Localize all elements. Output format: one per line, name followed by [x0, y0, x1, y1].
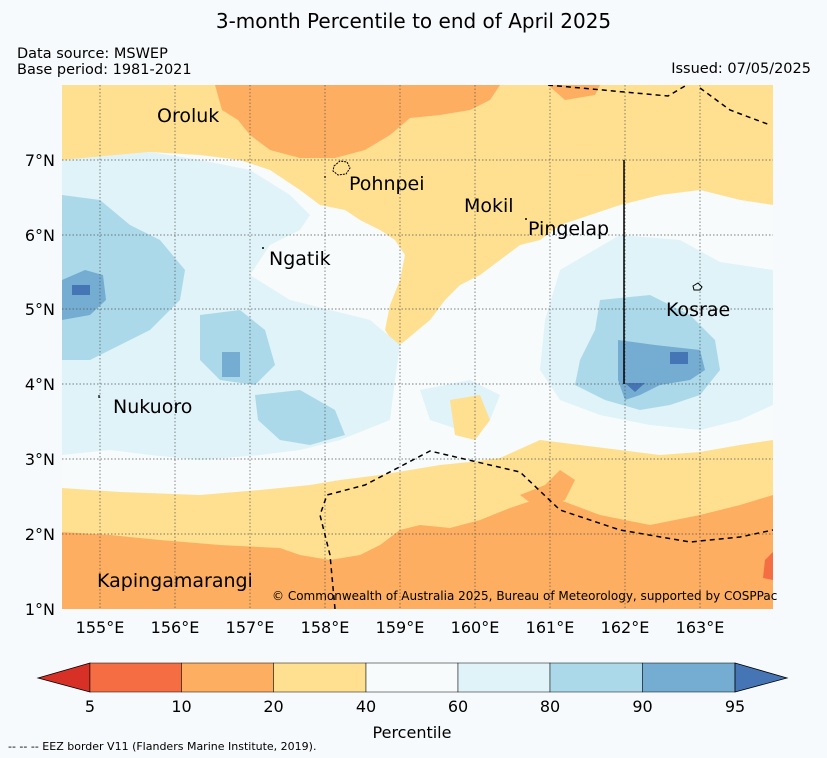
west-midblue-2 — [200, 310, 275, 385]
ant-atoll — [324, 176, 326, 178]
longitude-labels: 155°E 156°E 157°E 158°E 159°E 160°E 161°… — [76, 618, 725, 637]
lon-label: 159°E — [376, 618, 425, 637]
lat-label: 7°N — [25, 151, 55, 170]
copyright-notice: © Commonwealth of Australia 2025, Bureau… — [272, 589, 777, 603]
lat-label: 6°N — [25, 226, 55, 245]
place-pingelap: Pingelap — [528, 218, 609, 240]
base-period: Base period: 1981-2021 — [17, 62, 192, 78]
map-field — [62, 85, 773, 609]
east-darkest — [670, 352, 688, 364]
lon-label: 156°E — [151, 618, 200, 637]
west-darkblue-2 — [222, 352, 240, 377]
kosrae-island — [692, 282, 703, 291]
center-yellow-patch — [450, 395, 490, 440]
west-darkest — [72, 285, 90, 295]
colorbar-bin — [457, 662, 551, 693]
colorbar-bin — [365, 662, 459, 693]
pohnpei-island — [332, 160, 351, 176]
place-pohnpei: Pohnpei — [349, 173, 425, 195]
colorbar-tick: 20 — [263, 697, 283, 716]
eez-borders — [319, 85, 773, 609]
eez-northeast — [699, 87, 771, 126]
east-darkest-2 — [625, 383, 645, 392]
issued-date: Issued: 07/05/2025 — [671, 61, 811, 77]
colorbar-bin — [273, 662, 367, 693]
latitude-labels: 7°N 6°N 5°N 4°N 3°N 2°N 1°N — [25, 151, 55, 619]
west-midblue-3 — [255, 390, 345, 445]
lon-label: 160°E — [451, 618, 500, 637]
place-oroluk: Oroluk — [157, 105, 219, 127]
colorbar-tick: 60 — [448, 697, 468, 716]
lon-label: 157°E — [226, 618, 275, 637]
central-white — [400, 265, 560, 390]
colorbar-label: Percentile — [373, 723, 452, 742]
eez-footnote: -- -- -- EEZ border V11 (Flanders Marine… — [8, 740, 317, 753]
colorbar-bin — [89, 662, 182, 693]
data-source: Data source: MSWEP — [17, 46, 168, 62]
colorbar-low-extend — [36, 662, 91, 693]
lon-label: 162°E — [601, 618, 650, 637]
lon-label: 161°E — [526, 618, 575, 637]
south-orange-band — [62, 495, 773, 609]
colorbar-high-extend — [734, 662, 789, 693]
lon-label: 155°E — [76, 618, 125, 637]
pingelap-island — [525, 218, 527, 220]
source-info: Data source: MSWEP Base period: 1981-202… — [17, 46, 192, 78]
white-gap-east — [620, 190, 773, 270]
place-kapingamarangi: Kapingamarangi — [97, 570, 253, 592]
map-title: 3-month Percentile to end of April 2025 — [215, 9, 612, 33]
colorbar-bin — [549, 662, 643, 693]
lat-label: 3°N — [25, 450, 55, 469]
west-midblue — [62, 195, 185, 360]
colorbar-tick: 40 — [356, 697, 376, 716]
north-yellow-band — [62, 85, 773, 345]
colorbar-tick: 90 — [632, 697, 652, 716]
colorbar-tick: 5 — [85, 697, 95, 716]
ngatik-island — [262, 247, 264, 249]
lat-label: 4°N — [25, 375, 55, 394]
west-lightblue — [62, 152, 400, 460]
colorbar-bin — [181, 662, 274, 693]
north-orange-blob — [215, 85, 500, 158]
place-mokil: Mokil — [464, 195, 514, 217]
south-orange-ext — [520, 470, 575, 510]
colorbar-tick: 80 — [540, 697, 560, 716]
lon-label: 158°E — [301, 618, 350, 637]
eez-north — [547, 85, 686, 97]
lat-label: 2°N — [25, 525, 55, 544]
colorbar-bin — [642, 662, 736, 693]
lat-label: 5°N — [25, 300, 55, 319]
south-red-spot — [763, 552, 773, 580]
place-kosrae: Kosrae — [666, 299, 730, 321]
lat-label: 1°N — [25, 600, 55, 619]
colorbar-tick: 10 — [171, 697, 191, 716]
place-nukuoro: Nukuoro — [113, 396, 192, 418]
place-ngatik: Ngatik — [269, 248, 331, 270]
colorbar: 5 10 20 40 60 80 90 95 Percentile — [36, 662, 789, 742]
graticule — [62, 85, 773, 609]
colorbar-tick: 95 — [725, 697, 745, 716]
lon-label: 163°E — [676, 618, 725, 637]
